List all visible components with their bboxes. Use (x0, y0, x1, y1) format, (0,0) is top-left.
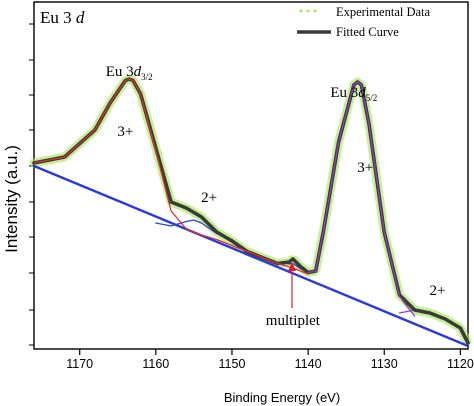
x-tick-label-4: 1130 (371, 357, 398, 371)
x-tick-label-2: 1150 (219, 357, 246, 371)
annotation-3: Eu 3d5/2 (330, 85, 377, 103)
series-layer (29, 74, 473, 348)
legend-label-experimental: Experimental Data (336, 5, 431, 19)
annotation-6: multiplet (266, 313, 321, 329)
x-axis-ticks: 1170 1160 1150 1140 1130 1120 (66, 349, 474, 371)
annotation-1: 3+ (117, 124, 133, 140)
x-axis-label: Binding Energy (eV) (224, 390, 340, 405)
legend-marker-experimental (299, 9, 317, 13)
annotation-4: 3+ (357, 160, 373, 176)
series-eu3-3d5-2 (307, 81, 416, 317)
annotations: Eu 3d3/2 3+ 2+ Eu 3d5/2 3+ 2+ multiplet (106, 64, 446, 329)
legend: Experimental Data Fitted Curve (297, 5, 431, 39)
x-tick-label-3: 1140 (295, 357, 322, 371)
x-tick-label-5: 1120 (447, 357, 474, 371)
series-background (32, 164, 470, 348)
x-tick-label-0: 1170 (66, 357, 93, 371)
multiplet-arrowhead (288, 262, 296, 271)
series-eu3-3d3-2 (33, 78, 309, 275)
legend-label-fitted: Fitted Curve (336, 25, 399, 39)
y-axis-label: Intensity (a.u.) (2, 145, 21, 253)
chart-title: Eu 3 d (40, 8, 85, 27)
x-tick-label-1: 1160 (142, 357, 169, 371)
annotation-0: Eu 3d3/2 (106, 64, 153, 82)
annotation-5: 2+ (430, 283, 446, 299)
annotation-2: 2+ (201, 190, 217, 206)
y-axis-ticks (29, 23, 34, 346)
